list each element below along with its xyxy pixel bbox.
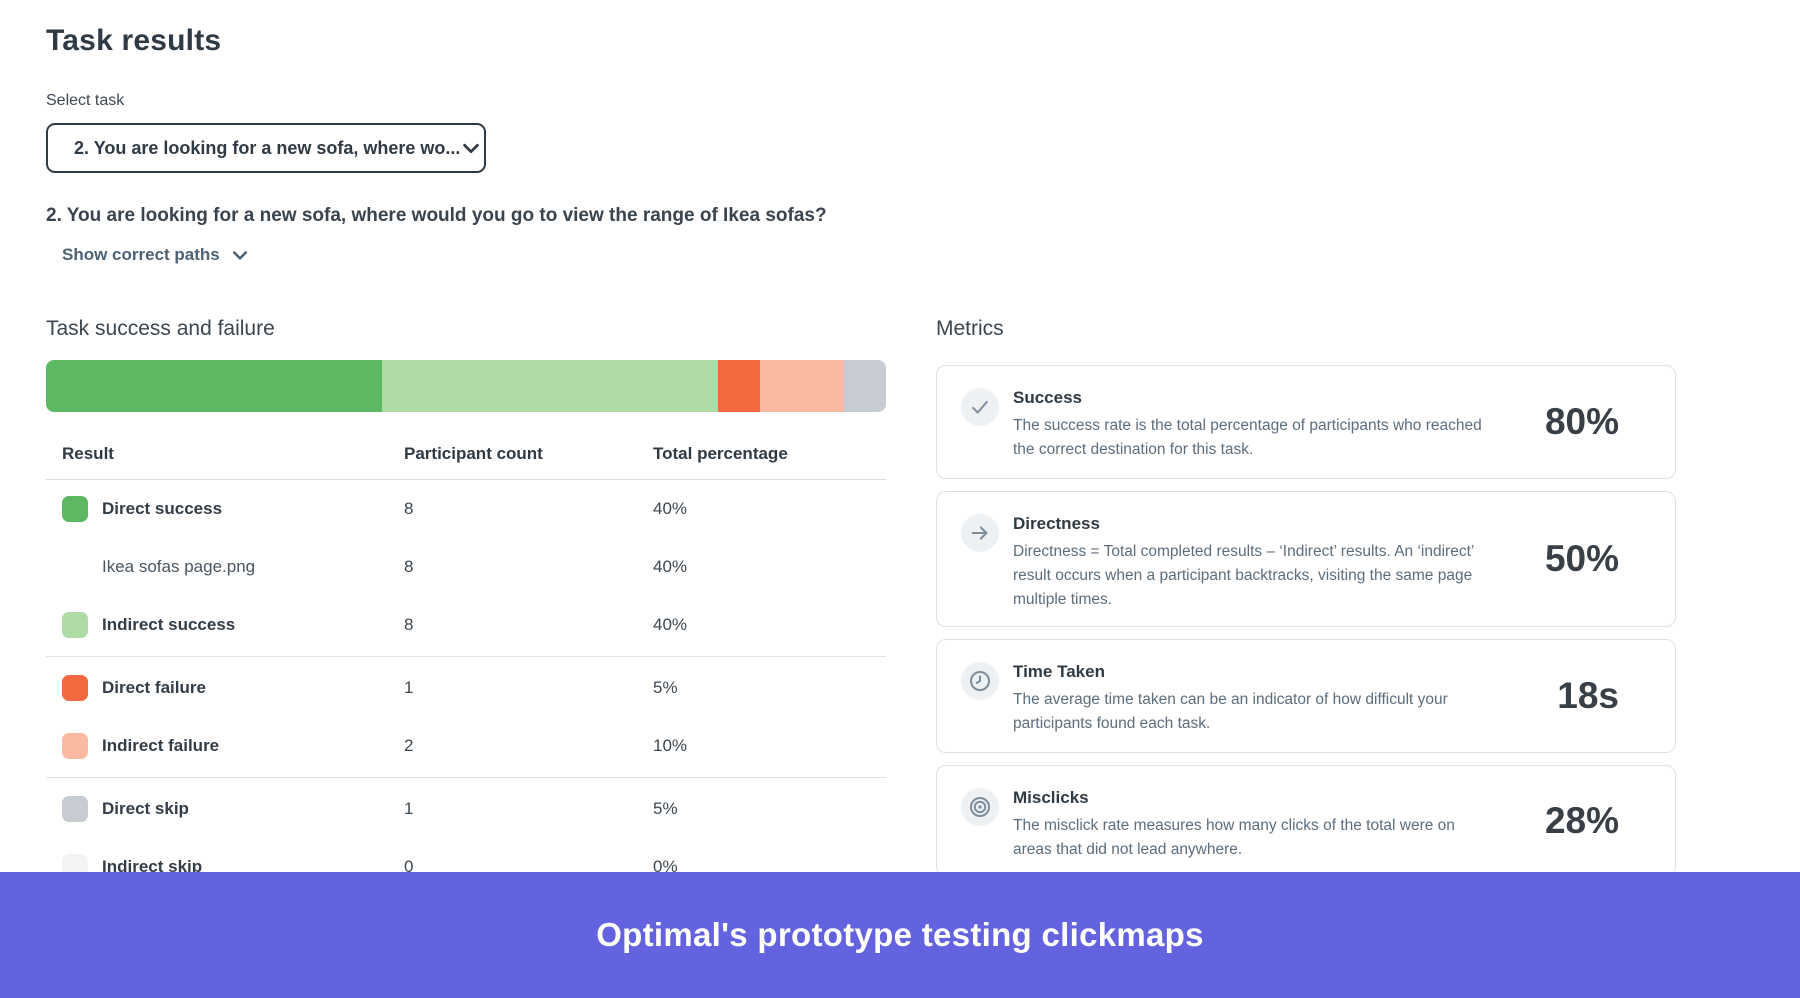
metric-card-text: Success The success rate is the total per…	[1013, 388, 1493, 462]
results-table-body: Direct success 8 40% Ikea sofas page.png 8 40…	[46, 480, 886, 896]
promo-banner-text: Optimal's prototype testing clickmaps	[596, 916, 1204, 953]
metric-card-text: Misclicks The misclick rate measures how …	[1013, 788, 1493, 862]
page-title: Task results	[46, 24, 222, 57]
chevron-down-icon	[463, 143, 480, 154]
result-cell: Direct skip	[62, 796, 404, 822]
total-percentage-cell: 40%	[653, 615, 688, 634]
result-label: Direct failure	[102, 678, 206, 697]
bar-segment-direct-success	[46, 360, 382, 412]
column-header-total-percentage: Total percentage	[653, 444, 788, 463]
select-task-label: Select task	[46, 92, 125, 109]
result-label: Direct skip	[102, 799, 189, 818]
participant-count-cell: 2	[404, 736, 414, 755]
task-question: 2. You are looking for a new sofa, where…	[46, 205, 827, 226]
task-success-section: Task success and failure Result Particip…	[46, 317, 886, 880]
column-header-result: Result	[62, 444, 114, 463]
result-color-swatch	[62, 733, 88, 759]
task-success-heading: Task success and failure	[46, 317, 275, 340]
result-color-swatch	[62, 675, 88, 701]
metrics-section: Metrics Success The success rate is the t…	[936, 317, 1676, 889]
show-correct-paths-toggle[interactable]: Show correct paths	[62, 245, 250, 265]
results-table: Result Participant count Total percentag…	[46, 429, 886, 896]
metric-description: Directness = Total completed results – ‘…	[1013, 543, 1474, 609]
task-select-value: 2. You are looking for a new sofa, where…	[74, 137, 461, 158]
table-row-direct-failure: Direct failure 1 5%	[46, 659, 886, 717]
bar-segment-direct-failure	[718, 360, 760, 412]
result-cell: Ikea sofas page.png	[62, 557, 404, 577]
bar-segment-indirect-success	[382, 360, 718, 412]
metric-title: Directness	[1013, 514, 1100, 533]
table-group-divider	[46, 656, 886, 657]
metric-title: Misclicks	[1013, 788, 1089, 807]
results-table-header: Result Participant count Total percentag…	[46, 429, 886, 480]
promo-banner: Optimal's prototype testing clickmaps	[0, 872, 1800, 998]
result-color-swatch	[62, 496, 88, 522]
metric-card-text: Directness Directness = Total completed r…	[1013, 514, 1493, 612]
metric-title: Success	[1013, 388, 1082, 407]
participant-count-cell: 0	[404, 857, 414, 876]
table-row-direct-skip: Direct skip 1 5%	[46, 780, 886, 838]
total-percentage-cell: 40%	[653, 557, 688, 576]
metric-value: 80%	[1544, 401, 1619, 442]
success-failure-stacked-bar	[46, 360, 886, 412]
metric-card-text: Time Taken The average time taken can be …	[1013, 662, 1493, 736]
total-percentage-cell: 40%	[653, 499, 688, 518]
table-row-indirect-skip: Indirect skip 0 0%	[46, 838, 886, 896]
metric-value: 50%	[1544, 538, 1619, 579]
metrics-heading: Metrics	[936, 317, 1004, 340]
total-percentage-cell: 0%	[653, 857, 678, 876]
clock-icon	[961, 662, 999, 700]
table-row-indirect-success: Indirect success 8 40%	[46, 596, 886, 654]
metric-description: The average time taken can be an indicat…	[1013, 691, 1448, 733]
table-row-ikea-sofas-page-png: Ikea sofas page.png 8 40%	[46, 538, 886, 596]
participant-count-cell: 1	[404, 799, 414, 818]
result-cell: Direct failure	[62, 675, 404, 701]
result-cell: Indirect failure	[62, 733, 404, 759]
arrow-right-icon	[961, 514, 999, 552]
result-label: Indirect skip	[102, 857, 203, 876]
metric-description: The success rate is the total percentage…	[1013, 417, 1482, 459]
metric-card-success: Success The success rate is the total per…	[936, 365, 1676, 479]
metric-value: 18s	[1557, 675, 1619, 716]
table-row-direct-success: Direct success 8 40%	[46, 480, 886, 538]
metric-value: 28%	[1544, 800, 1619, 841]
metric-description: The misclick rate measures how many clic…	[1013, 817, 1455, 859]
show-correct-paths-label: Show correct paths	[62, 245, 220, 264]
participant-count-cell: 8	[404, 615, 414, 634]
result-cell: Indirect success	[62, 612, 404, 638]
check-icon	[961, 388, 999, 426]
result-color-swatch	[62, 796, 88, 822]
result-color-swatch	[62, 612, 88, 638]
column-header-participant-count: Participant count	[404, 444, 543, 463]
result-label: Indirect failure	[102, 736, 220, 755]
result-label: Ikea sofas page.png	[102, 557, 256, 576]
metric-card-time-taken: Time Taken The average time taken can be …	[936, 639, 1676, 753]
chevron-down-icon	[232, 251, 247, 260]
metric-card-misclicks: Misclicks The misclick rate measures how …	[936, 765, 1676, 877]
table-group-divider	[46, 777, 886, 778]
result-cell: Direct success	[62, 496, 404, 522]
participant-count-cell: 8	[404, 499, 414, 518]
target-icon	[961, 788, 999, 826]
metric-card-directness: Directness Directness = Total completed r…	[936, 491, 1676, 627]
result-label: Direct success	[102, 499, 223, 518]
result-label: Indirect success	[102, 615, 236, 634]
total-percentage-cell: 5%	[653, 799, 678, 818]
bar-segment-direct-skip	[844, 360, 886, 412]
bar-segment-indirect-failure	[760, 360, 844, 412]
task-select-dropdown[interactable]: 2. You are looking for a new sofa, where…	[46, 123, 486, 173]
participant-count-cell: 1	[404, 678, 414, 697]
table-row-indirect-failure: Indirect failure 2 10%	[46, 717, 886, 775]
metric-cards-list: Success The success rate is the total per…	[936, 365, 1676, 877]
total-percentage-cell: 5%	[653, 678, 678, 697]
participant-count-cell: 8	[404, 557, 414, 576]
total-percentage-cell: 10%	[653, 736, 688, 755]
metric-title: Time Taken	[1013, 662, 1105, 681]
